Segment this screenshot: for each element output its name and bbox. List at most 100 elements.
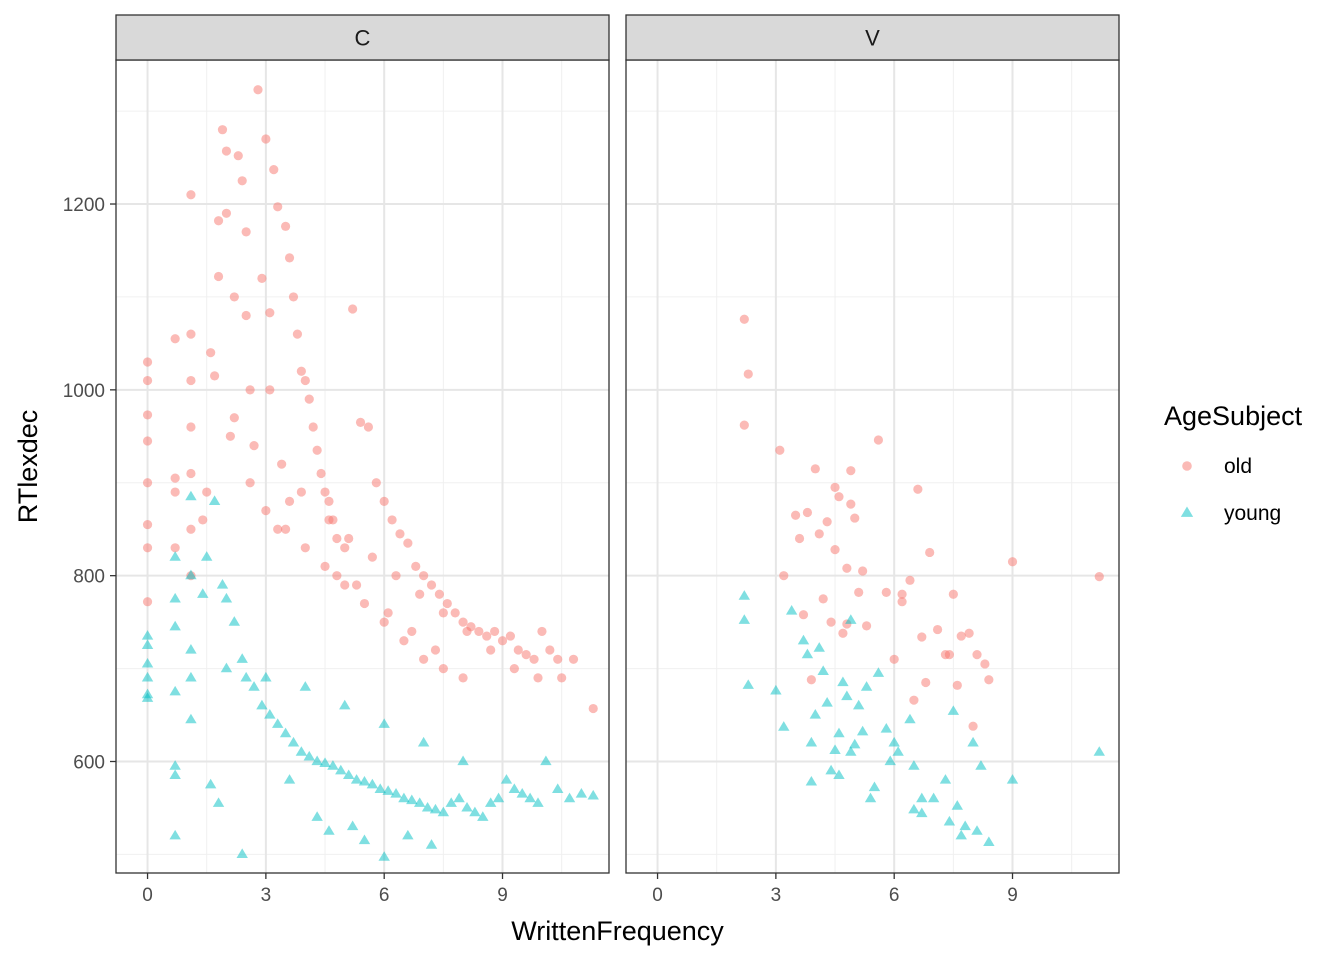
point-old bbox=[462, 626, 472, 637]
point-old bbox=[419, 654, 429, 664]
point-old bbox=[288, 292, 299, 302]
point-old bbox=[505, 631, 515, 641]
point-young bbox=[575, 788, 588, 798]
x-tick-label: 9 bbox=[1007, 885, 1018, 906]
point-old bbox=[186, 524, 196, 534]
facet-panel-v: V bbox=[625, 14, 1120, 874]
point-young bbox=[821, 696, 833, 707]
point-young bbox=[845, 614, 857, 624]
legend-label-old: old bbox=[1224, 455, 1252, 478]
panel-background bbox=[626, 60, 1119, 873]
point-old bbox=[265, 308, 275, 318]
point-young bbox=[236, 848, 248, 859]
strip-label-c: C bbox=[355, 26, 371, 51]
point-young bbox=[212, 797, 225, 807]
point-old bbox=[324, 515, 334, 525]
point-old bbox=[921, 677, 931, 688]
point-young bbox=[939, 774, 952, 784]
point-young bbox=[141, 630, 154, 640]
point-old bbox=[210, 371, 220, 381]
point-old bbox=[312, 445, 322, 455]
point-old bbox=[284, 253, 295, 263]
point-young bbox=[169, 769, 181, 780]
point-young bbox=[350, 774, 363, 784]
point-old bbox=[213, 216, 224, 226]
point-old bbox=[351, 580, 362, 590]
point-young bbox=[927, 792, 940, 803]
point-young bbox=[477, 811, 489, 821]
point-young bbox=[983, 836, 995, 846]
point-young bbox=[256, 699, 268, 710]
y-axis-title: RTlexdec bbox=[13, 410, 43, 524]
point-young bbox=[809, 709, 822, 719]
point-old bbox=[802, 507, 813, 518]
point-young bbox=[872, 667, 885, 677]
point-young bbox=[272, 718, 284, 728]
point-old bbox=[170, 487, 180, 497]
point-old bbox=[952, 680, 962, 690]
point-old bbox=[779, 571, 789, 581]
point-young bbox=[469, 806, 481, 817]
point-old bbox=[968, 721, 978, 731]
point-old bbox=[340, 543, 350, 553]
point-old bbox=[458, 673, 468, 683]
point-young bbox=[425, 839, 438, 849]
point-young bbox=[204, 778, 217, 789]
point-old bbox=[355, 417, 366, 427]
point-old bbox=[980, 659, 990, 669]
point-young bbox=[829, 744, 841, 754]
point-young bbox=[801, 648, 814, 659]
point-old bbox=[186, 422, 196, 432]
point-old bbox=[497, 636, 508, 646]
point-young bbox=[236, 653, 248, 663]
point-old bbox=[513, 645, 523, 655]
point-old bbox=[142, 436, 153, 446]
point-old bbox=[320, 561, 330, 571]
point-young bbox=[856, 725, 869, 736]
point-old bbox=[170, 473, 180, 483]
point-young bbox=[453, 792, 465, 803]
point-young bbox=[770, 684, 782, 695]
point-young bbox=[868, 781, 881, 792]
point-old bbox=[438, 608, 448, 618]
point-young bbox=[813, 642, 825, 652]
point-old bbox=[834, 492, 844, 502]
point-old bbox=[553, 654, 563, 664]
point-old bbox=[229, 413, 239, 423]
point-old bbox=[277, 459, 287, 469]
point-young bbox=[185, 644, 197, 654]
point-old bbox=[486, 645, 496, 655]
point-old bbox=[142, 357, 153, 367]
point-old bbox=[379, 496, 389, 506]
point-young bbox=[169, 829, 181, 840]
point-young bbox=[279, 727, 292, 738]
point-young bbox=[1006, 774, 1019, 784]
point-old bbox=[221, 146, 232, 156]
point-young bbox=[833, 769, 845, 780]
point-young bbox=[738, 614, 751, 624]
point-old bbox=[142, 410, 153, 420]
point-old bbox=[521, 650, 531, 660]
point-old bbox=[359, 598, 370, 609]
point-young bbox=[220, 662, 233, 673]
point-young bbox=[335, 764, 347, 775]
strip-c bbox=[115, 14, 610, 61]
point-young bbox=[201, 551, 213, 561]
point-old bbox=[320, 487, 330, 497]
point-young bbox=[508, 783, 521, 793]
point-old bbox=[233, 151, 243, 161]
point-young bbox=[208, 495, 221, 505]
point-young bbox=[299, 681, 312, 691]
point-young bbox=[738, 590, 751, 600]
y-tick-label: 1000 bbox=[63, 381, 105, 402]
point-young bbox=[461, 801, 473, 812]
point-old bbox=[261, 134, 271, 144]
point-old bbox=[1094, 572, 1104, 582]
point-old bbox=[170, 543, 180, 553]
point-old bbox=[225, 431, 235, 441]
point-young bbox=[185, 713, 197, 724]
y-tick-label: 800 bbox=[73, 567, 105, 588]
legend-key-old bbox=[1182, 461, 1192, 471]
point-old bbox=[296, 366, 306, 376]
point-old bbox=[925, 547, 935, 558]
